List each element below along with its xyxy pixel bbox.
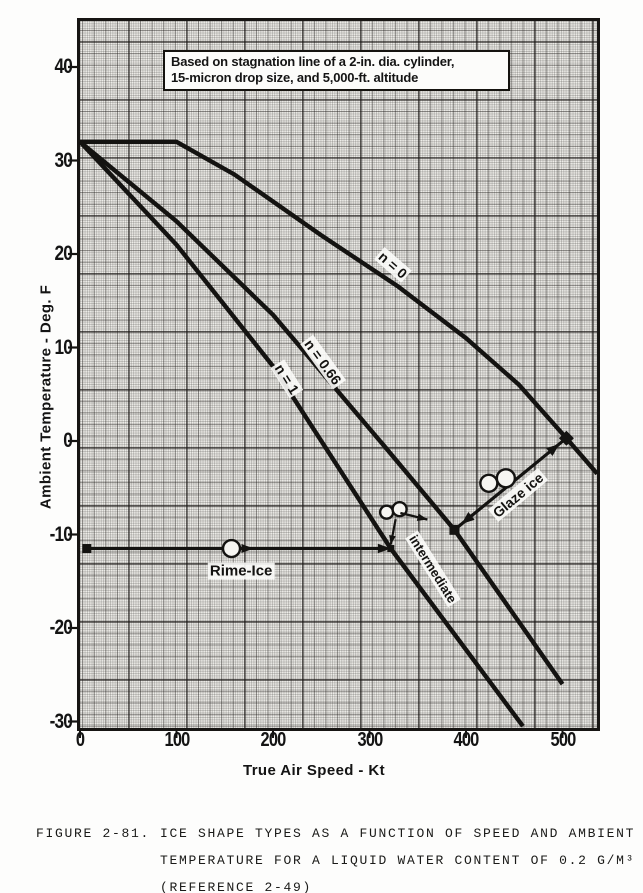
- y-tick-label: 0: [63, 429, 73, 452]
- caption-text: ICE SHAPE TYPES AS A FUNCTION OF SPEED A…: [160, 820, 635, 893]
- y-tick-label: 40: [54, 55, 72, 78]
- figure-number: FIGURE 2-81.: [36, 826, 151, 841]
- y-tick-label: 30: [54, 148, 72, 172]
- rime-zone-label: Rime-Ice: [207, 562, 275, 580]
- figure-caption: FIGURE 2-81. ICE SHAPE TYPES AS A FUNCTI…: [36, 820, 635, 893]
- caption-line-1: ICE SHAPE TYPES AS A FUNCTION OF SPEED A…: [160, 826, 636, 841]
- note-line-2: 15-micron drop size, and 5,000-ft. altit…: [171, 70, 419, 85]
- x-tick-label: 500: [550, 729, 576, 751]
- x-axis-title: True Air Speed - Kt: [242, 762, 386, 779]
- x-tick-label: 200: [260, 729, 287, 751]
- caption-line-2: TEMPERATURE FOR A LIQUID WATER CONTENT O…: [160, 853, 636, 868]
- x-tick-label: 400: [453, 729, 480, 751]
- y-tick-label: -30: [49, 709, 73, 733]
- y-tick-label: -10: [49, 522, 73, 546]
- x-tick-label: 300: [357, 729, 383, 751]
- y-axis-title: Ambient Temperature - Deg. F: [37, 284, 55, 510]
- y-tick-label: -20: [49, 616, 73, 639]
- y-tick-label: 10: [54, 335, 72, 359]
- caption-line-3: (REFERENCE 2-49): [160, 880, 313, 893]
- x-tick-label: 0: [75, 729, 85, 751]
- conditions-note-box: Based on stagnation line of a 2-in. dia.…: [163, 50, 510, 91]
- x-tick-label: 100: [164, 729, 190, 751]
- y-tick-label: 20: [54, 242, 72, 265]
- note-line-1: Based on stagnation line of a 2-in. dia.…: [171, 54, 455, 69]
